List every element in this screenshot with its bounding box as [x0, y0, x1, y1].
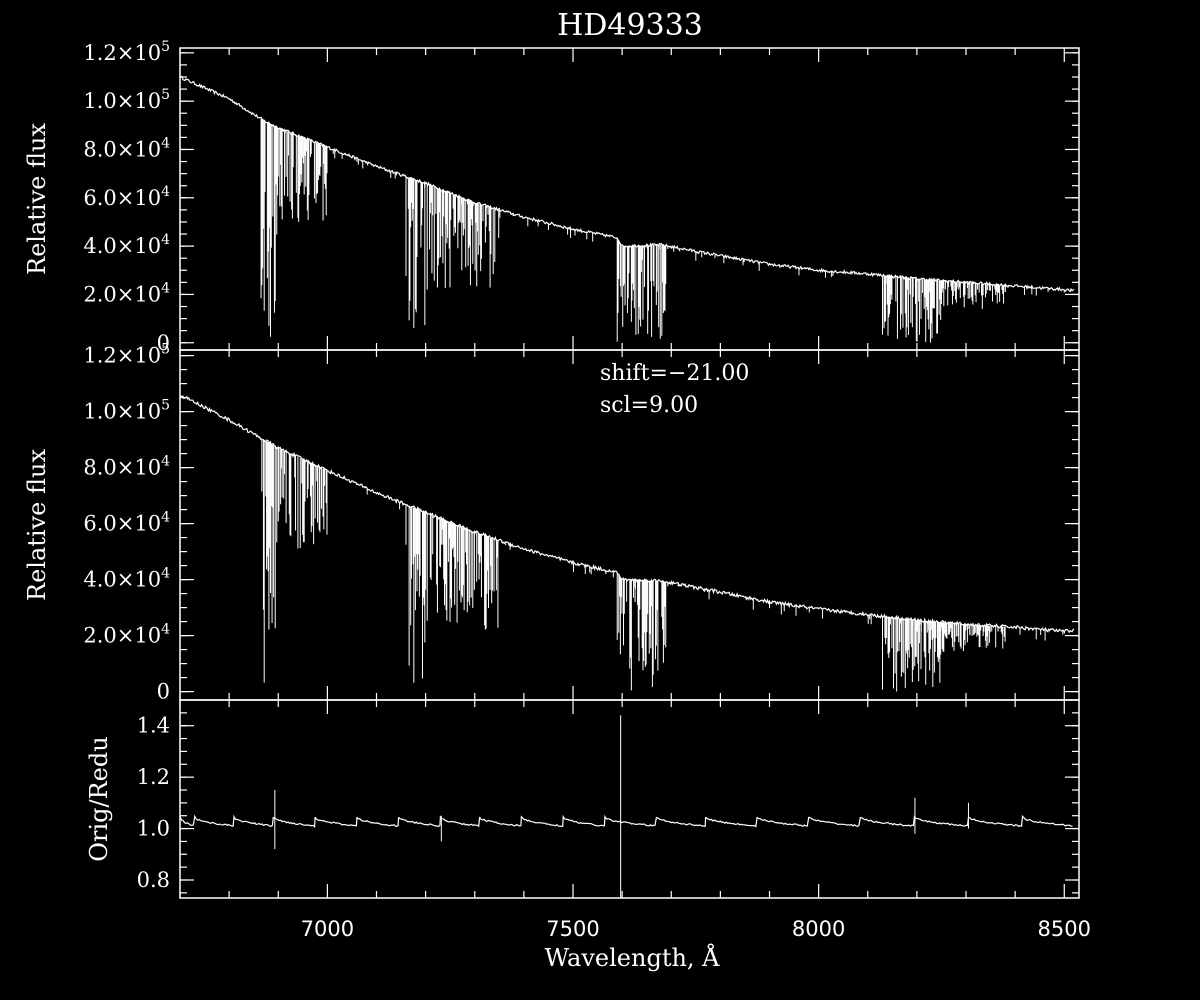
y-tick-label: 0.8 [137, 868, 170, 892]
x-tick-label: 7000 [301, 917, 354, 941]
y-axis-label: Relative flux [23, 123, 51, 275]
y-tick-label: 1.0×105 [83, 87, 170, 113]
y-tick-label: 8.0×104 [83, 135, 170, 161]
y-tick-label: 6.0×104 [83, 184, 170, 210]
y-tick-label: 1.2×105 [83, 39, 170, 65]
absorption-lines [260, 118, 1065, 343]
y-tick-label: 8.0×104 [83, 454, 170, 480]
panel-original-spectrum: 1.2×105 1.0×105 8.0×104 6.0×104 4.0×104 2.0×1… [23, 39, 1080, 355]
ratio-line [179, 814, 1073, 828]
y-axis-label: Relative flux [23, 449, 51, 601]
x-axis-label: Wavelength, Å [544, 943, 720, 972]
annotation-0: shift=−21.00 [600, 361, 749, 386]
y-tick-label: 1.4 [137, 714, 170, 738]
y-tick-label: 4.0×104 [83, 232, 170, 258]
y-tick-label: 2.0×104 [83, 622, 170, 648]
y-tick-label: 2.0×104 [83, 280, 170, 306]
x-axis: 7000 7500 8000 8500 [301, 917, 1091, 941]
x-tick-label: 7500 [546, 917, 599, 941]
y-tick-label: 1.0 [137, 817, 170, 841]
y-tick-label: 0 [157, 331, 170, 355]
y-axis-label: Orig/Redu [85, 736, 113, 861]
y-tick-label: 4.0×104 [83, 566, 170, 592]
panel-reduced-spectrum: 1.2×105 1.0×105 8.0×104 6.0×104 4.0×104 2.0×1… [23, 342, 1080, 704]
chart-title: HD49333 [557, 8, 703, 43]
x-tick-label: 8500 [1038, 917, 1091, 941]
absorption-lines [261, 438, 1064, 692]
y-tick-label: 1.2 [137, 765, 170, 789]
y-tick-label: 0 [157, 680, 170, 704]
y-tick-label: 1.2×105 [83, 342, 170, 368]
panel-frame [179, 699, 1080, 899]
panel-ratio: 1.4 1.2 1.0 0.8 Orig/Redu [85, 699, 1080, 899]
y-tick-label: 6.0×104 [83, 510, 170, 536]
x-tick-label: 8000 [792, 917, 845, 941]
annotation-1: scl=9.00 [600, 393, 698, 418]
y-tick-label: 1.0×105 [83, 398, 170, 424]
